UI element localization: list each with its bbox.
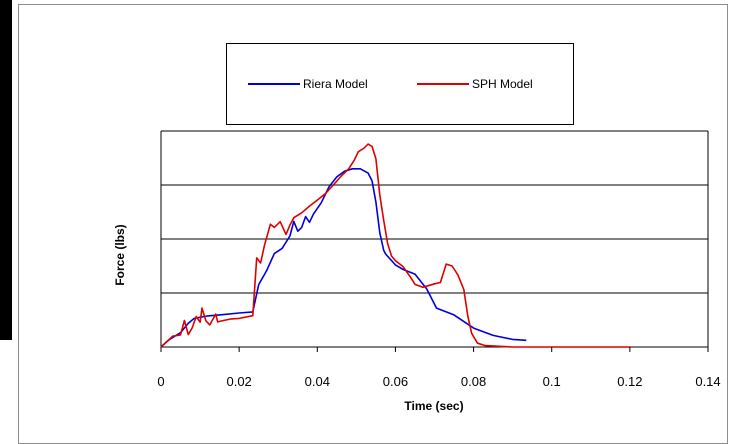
x-tick-label-5: 0.1 bbox=[543, 374, 561, 389]
x-tick-label-6: 0.12 bbox=[617, 374, 642, 389]
legend: Riera Model SPH Model bbox=[226, 43, 574, 125]
x-tick-label-1: 0.02 bbox=[226, 374, 251, 389]
legend-item-sph: SPH Model bbox=[417, 77, 533, 91]
legend-label-sph: SPH Model bbox=[472, 77, 533, 91]
x-tick-label-4: 0.08 bbox=[461, 374, 486, 389]
left-black-strip bbox=[0, 0, 12, 340]
x-axis-title: Time (sec) bbox=[404, 399, 463, 413]
x-tick-label-3: 0.06 bbox=[383, 374, 408, 389]
x-tick-label-7: 0.14 bbox=[695, 374, 720, 389]
chart-svg: 0 0.02 0.04 0.06 0.08 0.1 0.12 0.14 Time (sec) … bbox=[113, 130, 721, 413]
series-line-sph-model bbox=[160, 143, 630, 348]
x-tick-label-0: 0 bbox=[157, 374, 164, 389]
legend-swatch-sph bbox=[417, 83, 469, 85]
legend-item-riera: Riera Model bbox=[248, 77, 368, 91]
legend-label-riera: Riera Model bbox=[303, 77, 368, 91]
x-tick-label-2: 0.04 bbox=[305, 374, 330, 389]
y-axis-title: Force (lbs) bbox=[113, 224, 127, 285]
legend-swatch-riera bbox=[248, 83, 300, 85]
